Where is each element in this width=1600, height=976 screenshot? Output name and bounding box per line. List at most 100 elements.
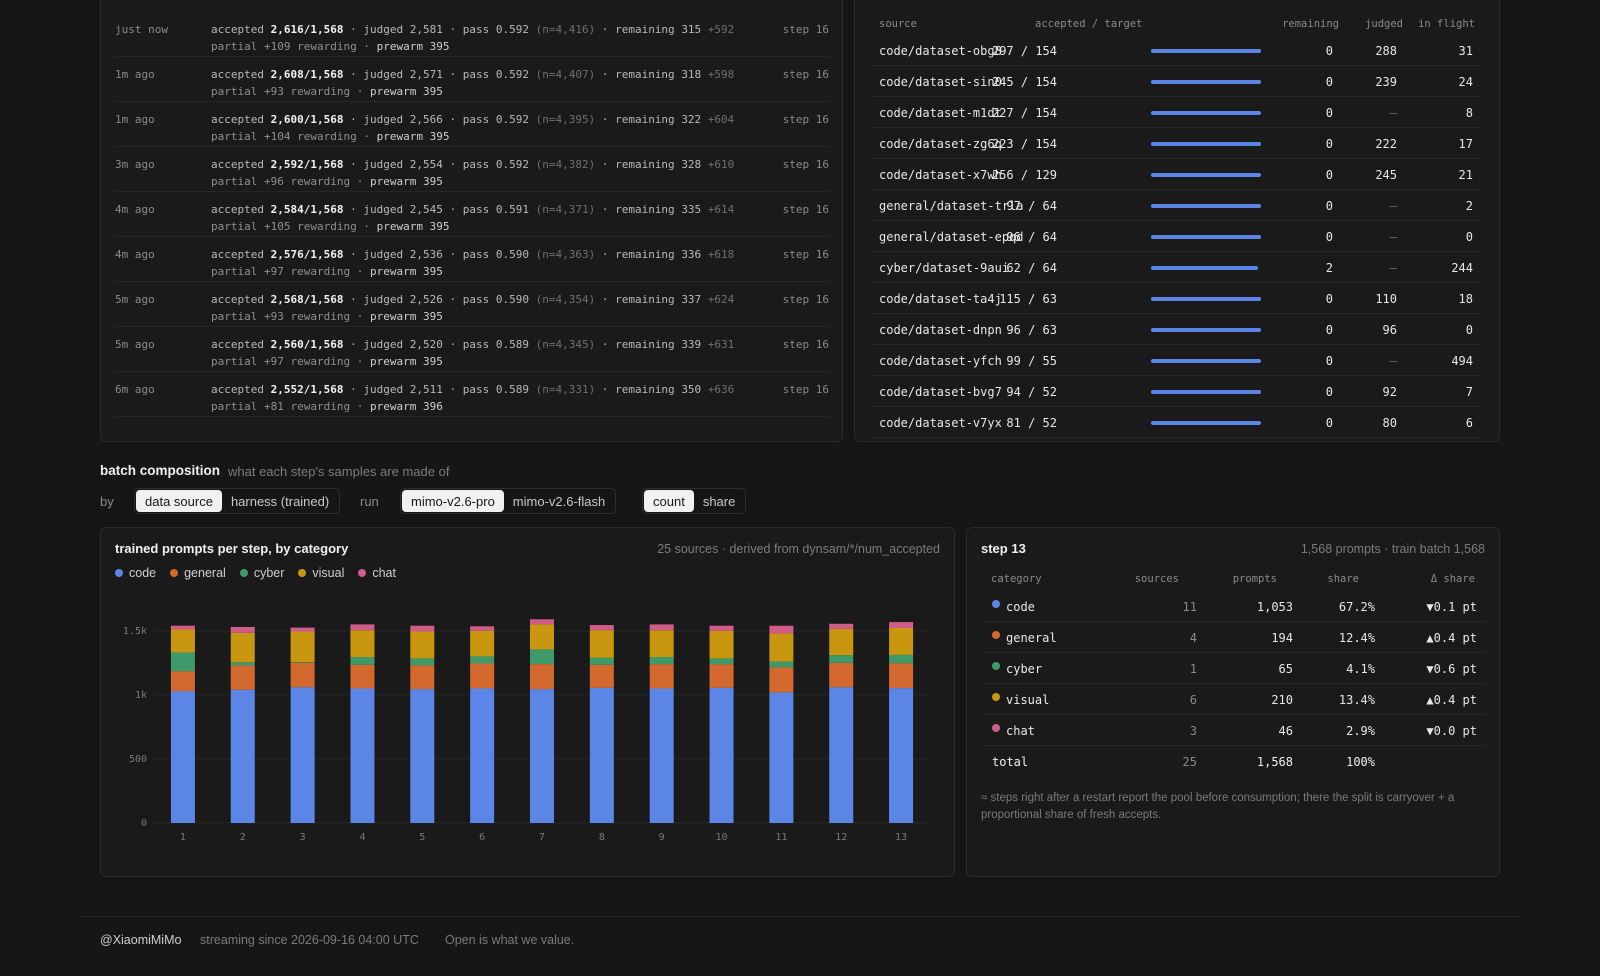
judged-value: 2,571 <box>409 68 443 81</box>
bar-segment-code-step-9[interactable] <box>649 688 674 823</box>
bar-segment-code-step-7[interactable] <box>530 689 554 823</box>
log-line-1: accepted 2,592/1,568 · judged 2,554 · pa… <box>211 158 734 171</box>
bar-segment-code-step-12[interactable] <box>829 687 854 823</box>
bar-segment-visual-step-13[interactable] <box>889 627 914 655</box>
bar-segment-cyber-step-8[interactable] <box>589 657 614 665</box>
source-row[interactable]: code/dataset-dnpn 96 / 63 0 96 0 <box>871 314 1481 345</box>
bar-segment-general-step-11[interactable] <box>769 667 794 693</box>
bar-segment-cyber-step-9[interactable] <box>649 657 674 665</box>
bar-segment-visual-step-6[interactable] <box>470 630 495 657</box>
bar-segment-general-step-1[interactable] <box>170 671 195 692</box>
source-row[interactable]: code/dataset-ta4j 115 / 63 0 110 18 <box>871 283 1481 314</box>
bar-segment-chat-step-9[interactable] <box>649 624 674 631</box>
source-row[interactable]: code/dataset-obg8 297 / 154 0 288 31 <box>871 35 1481 66</box>
bar-segment-chat-step-12[interactable] <box>829 623 854 629</box>
bar-segment-chat-step-8[interactable] <box>589 625 614 631</box>
source-row[interactable]: code/dataset-sin0 245 / 154 0 239 24 <box>871 66 1481 97</box>
by-option-harness[interactable]: harness (trained) <box>230 494 330 509</box>
bar-segment-code-step-1[interactable] <box>170 691 195 823</box>
category-row-code[interactable]: code 11 1,053 67.2% ▼0.1 pt <box>981 591 1487 622</box>
legend-item-chat[interactable]: chat <box>358 566 396 580</box>
bar-segment-general-step-12[interactable] <box>829 662 854 688</box>
source-row[interactable]: cyber/dataset-9aui 62 / 64 2 – 244 <box>871 252 1481 283</box>
bar-segment-cyber-step-3[interactable] <box>290 662 315 663</box>
source-row[interactable]: code/dataset-x7wh 256 / 129 0 245 21 <box>871 159 1481 190</box>
source-row[interactable]: general/dataset-epqd 96 / 64 0 – 0 <box>871 221 1481 252</box>
bar-segment-chat-step-2[interactable] <box>230 626 255 633</box>
bar-segment-cyber-step-1[interactable] <box>170 652 195 672</box>
bar-segment-code-step-13[interactable] <box>889 688 914 823</box>
bar-segment-chat-step-10[interactable] <box>709 625 734 631</box>
bar-segment-cyber-step-6[interactable] <box>470 656 495 664</box>
legend-item-visual[interactable]: visual <box>298 566 344 580</box>
source-row[interactable]: code/dataset-bvg7 94 / 52 0 92 7 <box>871 376 1481 407</box>
bar-segment-general-step-4[interactable] <box>350 664 375 689</box>
bar-segment-cyber-step-11[interactable] <box>769 661 794 668</box>
source-row[interactable]: code/dataset-v7yx 81 / 52 0 80 6 <box>871 407 1481 438</box>
bar-segment-code-step-11[interactable] <box>769 692 794 823</box>
category-row-cyber[interactable]: cyber 1 65 4.1% ▼0.6 pt <box>981 653 1487 684</box>
run-option-flash[interactable]: mimo-v2.6-flash <box>512 494 606 509</box>
bar-segment-code-step-8[interactable] <box>589 687 614 823</box>
accepted-label: accepted <box>211 203 264 216</box>
bar-segment-cyber-step-2[interactable] <box>230 662 255 666</box>
bar-segment-chat-step-11[interactable] <box>769 625 794 634</box>
bar-segment-chat-step-5[interactable] <box>410 625 435 632</box>
bar-segment-chat-step-3[interactable] <box>290 627 315 632</box>
bar-segment-cyber-step-4[interactable] <box>350 657 375 665</box>
bar-segment-code-step-10[interactable] <box>709 687 734 823</box>
bar-segment-cyber-step-10[interactable] <box>709 658 734 665</box>
bar-segment-chat-step-6[interactable] <box>470 626 495 631</box>
bar-segment-chat-step-13[interactable] <box>889 622 914 628</box>
bar-segment-chat-step-7[interactable] <box>530 619 554 625</box>
bar-segment-general-step-8[interactable] <box>589 664 614 688</box>
bar-segment-visual-step-9[interactable] <box>649 630 674 658</box>
bar-segment-visual-step-2[interactable] <box>230 632 255 663</box>
bar-segment-cyber-step-7[interactable] <box>530 649 554 665</box>
bar-segment-code-step-3[interactable] <box>290 687 315 823</box>
bar-segment-visual-step-4[interactable] <box>350 630 375 658</box>
bar-segment-chat-step-4[interactable] <box>350 624 375 631</box>
bar-segment-visual-step-10[interactable] <box>709 630 734 659</box>
bar-segment-cyber-step-12[interactable] <box>829 655 854 663</box>
bar-segment-general-step-3[interactable] <box>290 662 315 688</box>
category-row-visual[interactable]: visual 6 210 13.4% ▲0.4 pt <box>981 684 1487 715</box>
bar-segment-general-step-2[interactable] <box>230 665 255 690</box>
bar-segment-cyber-step-5[interactable] <box>410 658 435 666</box>
footer-handle-link[interactable]: @XiaomiMiMo <box>100 933 182 947</box>
bar-segment-general-step-5[interactable] <box>410 665 435 690</box>
bar-segment-general-step-9[interactable] <box>649 664 674 689</box>
legend-item-cyber[interactable]: cyber <box>239 566 284 580</box>
source-judged: – <box>1389 106 1397 120</box>
bar-segment-visual-step-5[interactable] <box>410 631 435 659</box>
mode-option-count[interactable]: count <box>644 490 694 512</box>
legend-item-code[interactable]: code <box>115 566 156 580</box>
bar-segment-code-step-4[interactable] <box>350 688 375 823</box>
bar-segment-general-step-10[interactable] <box>709 664 734 688</box>
source-row[interactable]: code/dataset-zg6q 223 / 154 0 222 17 <box>871 128 1481 159</box>
by-option-data-source[interactable]: data source <box>136 490 222 512</box>
bar-segment-general-step-6[interactable] <box>470 663 495 689</box>
bar-segment-cyber-step-13[interactable] <box>889 654 914 664</box>
source-accepted-target: 62 / 64 <box>1006 261 1057 275</box>
bar-segment-chat-step-1[interactable] <box>170 625 195 630</box>
bar-segment-general-step-7[interactable] <box>530 664 554 690</box>
run-option-pro[interactable]: mimo-v2.6-pro <box>402 490 504 512</box>
legend-item-general[interactable]: general <box>170 566 226 580</box>
bar-segment-general-step-13[interactable] <box>889 663 914 689</box>
bar-segment-visual-step-3[interactable] <box>290 631 315 663</box>
bar-segment-visual-step-7[interactable] <box>530 624 554 650</box>
bar-segment-visual-step-1[interactable] <box>170 629 195 653</box>
source-row[interactable]: general/dataset-trla 97 / 64 0 – 2 <box>871 190 1481 221</box>
category-row-general[interactable]: general 4 194 12.4% ▲0.4 pt <box>981 622 1487 653</box>
bar-segment-code-step-5[interactable] <box>410 689 435 823</box>
bar-segment-visual-step-12[interactable] <box>829 628 854 656</box>
bar-segment-visual-step-8[interactable] <box>589 630 614 658</box>
bar-segment-code-step-2[interactable] <box>230 689 255 823</box>
mode-option-share[interactable]: share <box>702 494 736 509</box>
bar-segment-visual-step-11[interactable] <box>769 633 794 662</box>
source-row[interactable]: code/dataset-m1dt 227 / 154 0 – 8 <box>871 97 1481 128</box>
category-row-chat[interactable]: chat 3 46 2.9% ▼0.0 pt <box>981 715 1487 746</box>
source-row[interactable]: code/dataset-yfch 99 / 55 0 – 494 <box>871 345 1481 376</box>
bar-segment-code-step-6[interactable] <box>470 688 495 823</box>
